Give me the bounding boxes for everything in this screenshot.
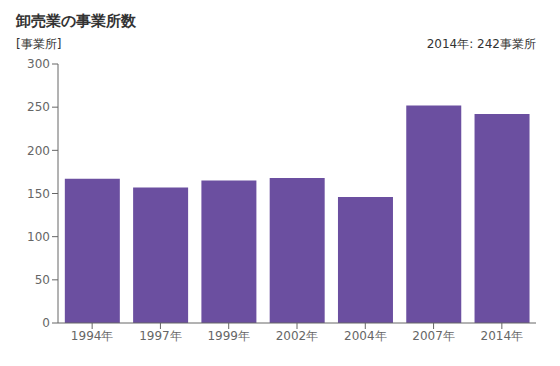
svg-text:2014年: 2014年 <box>481 329 524 343</box>
svg-text:2004年: 2004年 <box>344 329 387 343</box>
svg-text:2007年: 2007年 <box>412 329 455 343</box>
svg-text:1994年: 1994年 <box>71 329 114 343</box>
html-text:[事業所]: [事業所] <box>16 36 62 51</box>
svg-text:1997年: 1997年 <box>139 329 182 343</box>
svg-text:50: 50 <box>35 273 50 287</box>
html-text:卸売業の事業所数: 卸売業の事業所数 <box>16 12 136 30</box>
svg-text:0: 0 <box>42 316 50 330</box>
svg-text:300: 300 <box>27 57 50 71</box>
svg-text:1999年: 1999年 <box>207 329 250 343</box>
svg-text:150: 150 <box>27 187 50 201</box>
svg-text:250: 250 <box>27 100 50 114</box>
svg-text:100: 100 <box>27 230 50 244</box>
html-text:2014年: 242事業所: 2014年: 242事業所 <box>426 36 536 51</box>
svg-text:2002年: 2002年 <box>276 329 319 343</box>
svg-text:200: 200 <box>27 144 50 158</box>
